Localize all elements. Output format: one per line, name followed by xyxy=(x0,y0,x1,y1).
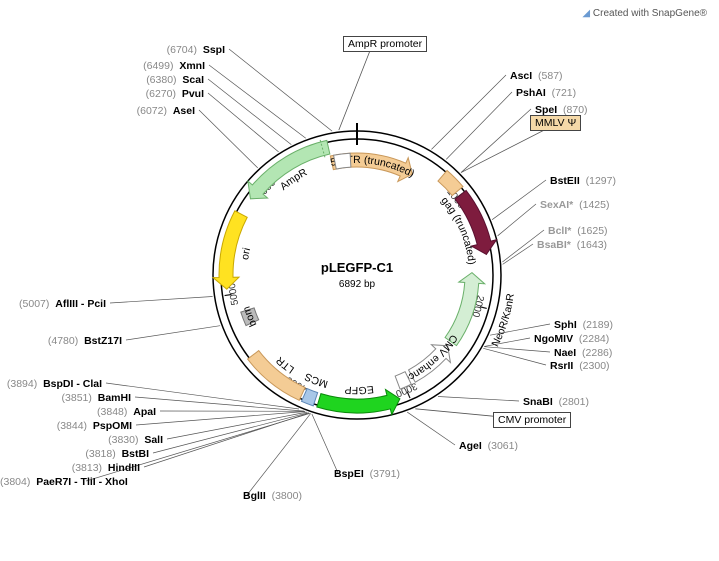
site-sphi: SphI (2189) xyxy=(554,319,613,331)
feature-box-ampr-promoter: AmpR promoter xyxy=(343,36,427,52)
site-asei: (6072) AseI xyxy=(0,105,195,117)
feature-egfp xyxy=(317,390,400,415)
site-bspdi-clai: (3894) BspDI - ClaI xyxy=(0,378,102,390)
site-naei: NaeI (2286) xyxy=(554,347,612,359)
svg-text:EGFP: EGFP xyxy=(344,383,374,396)
site-agei: AgeI (3061) xyxy=(459,440,518,452)
feature-box-cmv-promoter: CMV promoter xyxy=(493,412,571,428)
feature-ampr xyxy=(248,140,330,198)
site-bcli-: BclI* (1625) xyxy=(548,225,608,237)
site-scai: (6380) ScaI xyxy=(0,74,204,86)
plasmid-name: pLEGFP-C1 xyxy=(321,260,393,275)
site-paer7i-tlii-xhoi: (3804) PaeR7I - TliI - XhoI xyxy=(0,476,82,488)
plasmid-size: 6892 bp xyxy=(339,279,375,290)
plasmid-title: pLEGFP-C1 6892 bp xyxy=(307,260,407,290)
site-afliii-pcii: (5007) AflIII - PciI xyxy=(0,298,106,310)
site-pspomi: (3844) PspOMI xyxy=(0,420,132,432)
site-pvui: (6270) PvuI xyxy=(0,88,204,100)
site-snabi: SnaBI (2801) xyxy=(523,396,589,408)
site-xmni: (6499) XmnI xyxy=(0,60,205,72)
feature-box-mmlv-: MMLV Ψ xyxy=(530,115,581,131)
site-bspei: BspEI (3791) xyxy=(334,468,400,480)
site-rsrii: RsrII (2300) xyxy=(550,360,610,372)
site-ngomiv: NgoMIV (2284) xyxy=(534,333,609,345)
site-bsteii: BstEII (1297) xyxy=(550,175,616,187)
feature-ampr-promoter xyxy=(334,153,351,169)
site-bstbi: (3818) BstBI xyxy=(0,448,149,460)
svg-text:ori: ori xyxy=(239,247,253,261)
site-bstz17i: (4780) BstZ17I xyxy=(0,335,122,347)
site-pshai: PshAI (721) xyxy=(516,87,576,99)
feature-ltr xyxy=(248,351,305,401)
site-bglii: BglII (3800) xyxy=(243,490,302,502)
site-sexai-: SexAI* (1425) xyxy=(540,199,609,211)
site-hindiii: (3813) HindIII xyxy=(0,462,140,474)
site-bsabi-: BsaBI* (1643) xyxy=(537,239,607,251)
site-bamhi: (3851) BamHI xyxy=(0,392,131,404)
site-asci: AscI (587) xyxy=(510,70,563,82)
site-sspi: (6704) SspI xyxy=(0,44,225,56)
site-sali: (3830) SalI xyxy=(0,434,163,446)
site-apai: (3848) ApaI xyxy=(0,406,156,418)
